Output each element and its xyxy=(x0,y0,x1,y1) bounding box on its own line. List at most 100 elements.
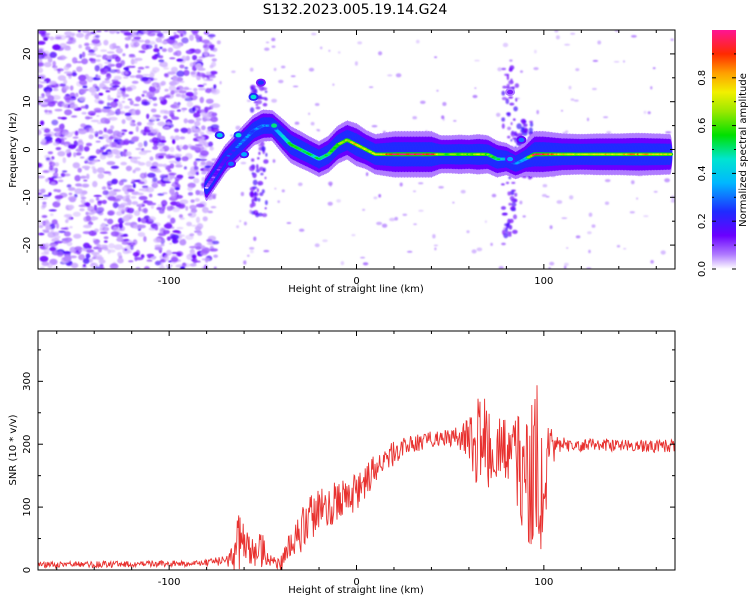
noise-speckle xyxy=(180,266,186,269)
noise-speckle xyxy=(116,91,122,98)
noise-speckle xyxy=(122,87,126,92)
noise-speckle xyxy=(513,214,517,220)
noise-speckle xyxy=(155,114,161,118)
noise-speckle xyxy=(260,172,264,176)
noise-speckle xyxy=(195,34,200,40)
noise-speckle xyxy=(150,204,154,209)
noise-speckle xyxy=(78,144,84,150)
noise-speckle xyxy=(498,266,504,269)
figure-title: S132.2023.005.19.14.G24 xyxy=(263,2,448,18)
noise-speckle xyxy=(79,96,86,101)
noise-speckle xyxy=(146,113,150,120)
noise-speckle xyxy=(161,182,166,187)
ridge-core xyxy=(208,181,212,184)
ridge-core xyxy=(233,148,238,150)
noise-speckle xyxy=(265,41,270,44)
noise-speckle xyxy=(45,219,49,224)
noise-speckle xyxy=(159,148,165,152)
noise-speckle xyxy=(255,103,259,106)
noise-speckle xyxy=(127,98,133,101)
noise-speckle xyxy=(249,67,254,72)
noise-speckle xyxy=(38,175,45,179)
noise-speckle xyxy=(121,132,125,136)
noise-speckle xyxy=(512,86,515,89)
noise-speckle xyxy=(94,110,103,113)
noise-speckle xyxy=(195,117,202,122)
noise-speckle xyxy=(209,73,216,77)
noise-speckle xyxy=(145,44,153,49)
noise-speckle xyxy=(146,121,155,126)
noise-speckle xyxy=(55,222,60,229)
y-tick-label: 0 xyxy=(22,567,33,573)
noise-speckle xyxy=(85,215,91,222)
noise-speckle xyxy=(181,109,186,113)
noise-speckle xyxy=(182,263,191,268)
noise-speckle xyxy=(132,156,141,159)
noise-speckle xyxy=(108,190,116,197)
noise-speckle xyxy=(259,192,264,197)
noise-speckle xyxy=(561,217,568,220)
noise-speckle xyxy=(142,185,149,189)
noise-speckle xyxy=(436,89,439,92)
noise-speckle xyxy=(124,222,133,226)
noise-speckle xyxy=(195,242,202,247)
noise-speckle xyxy=(134,167,141,172)
noise-speckle xyxy=(631,180,635,185)
ridge-core xyxy=(282,136,287,139)
noise-speckle xyxy=(130,30,137,36)
noise-speckle xyxy=(110,101,118,108)
noise-speckle xyxy=(240,161,247,165)
noise-speckle xyxy=(255,106,261,110)
noise-speckle xyxy=(249,247,255,250)
noise-speckle xyxy=(187,119,195,124)
noise-speckle xyxy=(512,118,516,121)
noise-speckle xyxy=(69,226,73,229)
noise-speckle xyxy=(402,213,408,216)
noise-speckle xyxy=(38,79,41,83)
noise-speckle xyxy=(192,55,198,61)
noise-speckle xyxy=(102,54,109,60)
noise-speckle xyxy=(67,37,76,43)
noise-speckle xyxy=(317,129,321,132)
noise-speckle xyxy=(246,99,251,103)
noise-speckle xyxy=(195,260,201,263)
noise-speckle xyxy=(188,176,195,179)
noise-speckle xyxy=(133,210,141,217)
noise-speckle xyxy=(189,130,197,133)
noise-speckle xyxy=(514,192,518,197)
noise-speckle xyxy=(41,215,48,218)
noise-speckle xyxy=(181,93,186,99)
noise-speckle xyxy=(169,110,175,113)
noise-speckle xyxy=(357,41,363,45)
noise-speckle xyxy=(111,148,119,154)
noise-speckle xyxy=(163,223,173,229)
noise-speckle xyxy=(256,100,262,105)
noise-speckle xyxy=(253,195,257,202)
noise-speckle xyxy=(365,172,369,177)
noise-speckle xyxy=(50,228,54,233)
noise-speckle xyxy=(208,44,215,49)
noise-speckle xyxy=(252,164,255,170)
noise-speckle xyxy=(208,141,213,147)
noise-speckle xyxy=(166,207,173,211)
noise-speckle xyxy=(102,86,110,90)
noise-speckle xyxy=(394,216,399,221)
noise-speckle xyxy=(74,188,83,195)
noise-speckle xyxy=(38,129,42,136)
noise-speckle xyxy=(105,73,112,79)
noise-speckle xyxy=(406,250,413,253)
noise-speckle xyxy=(144,266,150,269)
noise-speckle xyxy=(45,33,51,36)
noise-speckle xyxy=(434,247,437,251)
noise-speckle xyxy=(257,157,260,160)
noise-speckle xyxy=(176,145,181,151)
noise-speckle xyxy=(49,51,57,59)
noise-speckle xyxy=(508,96,513,99)
noise-speckle xyxy=(568,85,572,90)
noise-speckle xyxy=(174,187,180,191)
noise-speckle xyxy=(529,122,534,127)
noise-speckle xyxy=(115,47,123,54)
noise-speckle xyxy=(38,30,47,35)
noise-speckle xyxy=(126,207,135,214)
noise-speckle xyxy=(153,78,158,81)
